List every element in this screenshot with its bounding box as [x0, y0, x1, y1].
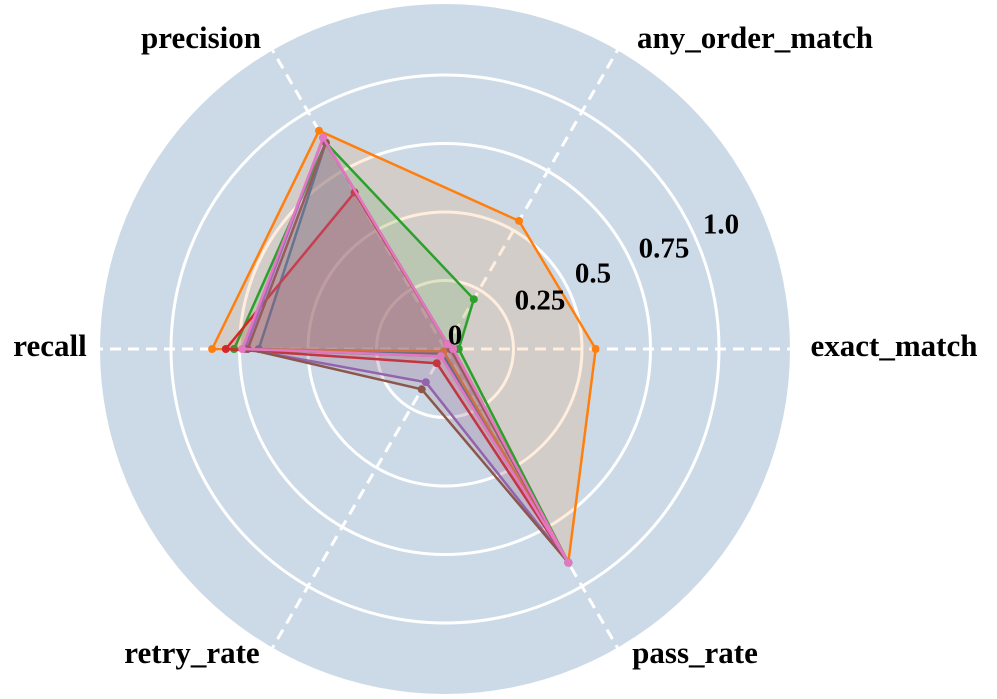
- data-point-3-retry_rate: [432, 359, 441, 368]
- axis-label-any-order-match: any_order_match: [637, 20, 873, 55]
- data-point-3-recall: [221, 345, 230, 353]
- axis-label-precision: precision: [141, 20, 261, 55]
- axis-label-pass-rate: pass_rate: [632, 635, 758, 670]
- data-point-6-recall: [238, 345, 247, 353]
- data-point-1-any_order_match: [515, 216, 523, 225]
- data-point-5-retry_rate: [417, 385, 426, 394]
- data-point-1-precision: [315, 126, 323, 135]
- axis-label-recall: recall: [13, 328, 87, 363]
- data-point-6-pass_rate: [564, 558, 573, 567]
- data-point-4-retry_rate: [421, 378, 430, 387]
- data-point-6-exact_match: [449, 345, 458, 353]
- series-6: [238, 133, 573, 567]
- r-tick-label-1.0: 1.0: [703, 209, 739, 241]
- axis-label-retry-rate: retry_rate: [124, 635, 259, 670]
- data-point-6-retry_rate: [436, 352, 445, 361]
- r-tick-label-0.75: 0.75: [639, 233, 690, 265]
- data-point-2-exact_match: [454, 345, 463, 353]
- r-tick-label-0: 0: [448, 320, 463, 352]
- data-point-1-recall: [208, 345, 217, 353]
- series-layer: [208, 126, 600, 567]
- data-point-1-exact_match: [591, 345, 600, 353]
- r-tick-label-0.25: 0.25: [515, 285, 566, 317]
- data-point-2-any_order_match: [469, 295, 478, 304]
- axis-spoke-retry_rate: [271, 348, 447, 649]
- data-point-6-any_order_match: [443, 340, 452, 349]
- axis-label-exact-match: exact_match: [811, 328, 978, 363]
- data-point-6-precision: [319, 133, 328, 142]
- r-tick-label-0.5: 0.5: [575, 258, 611, 290]
